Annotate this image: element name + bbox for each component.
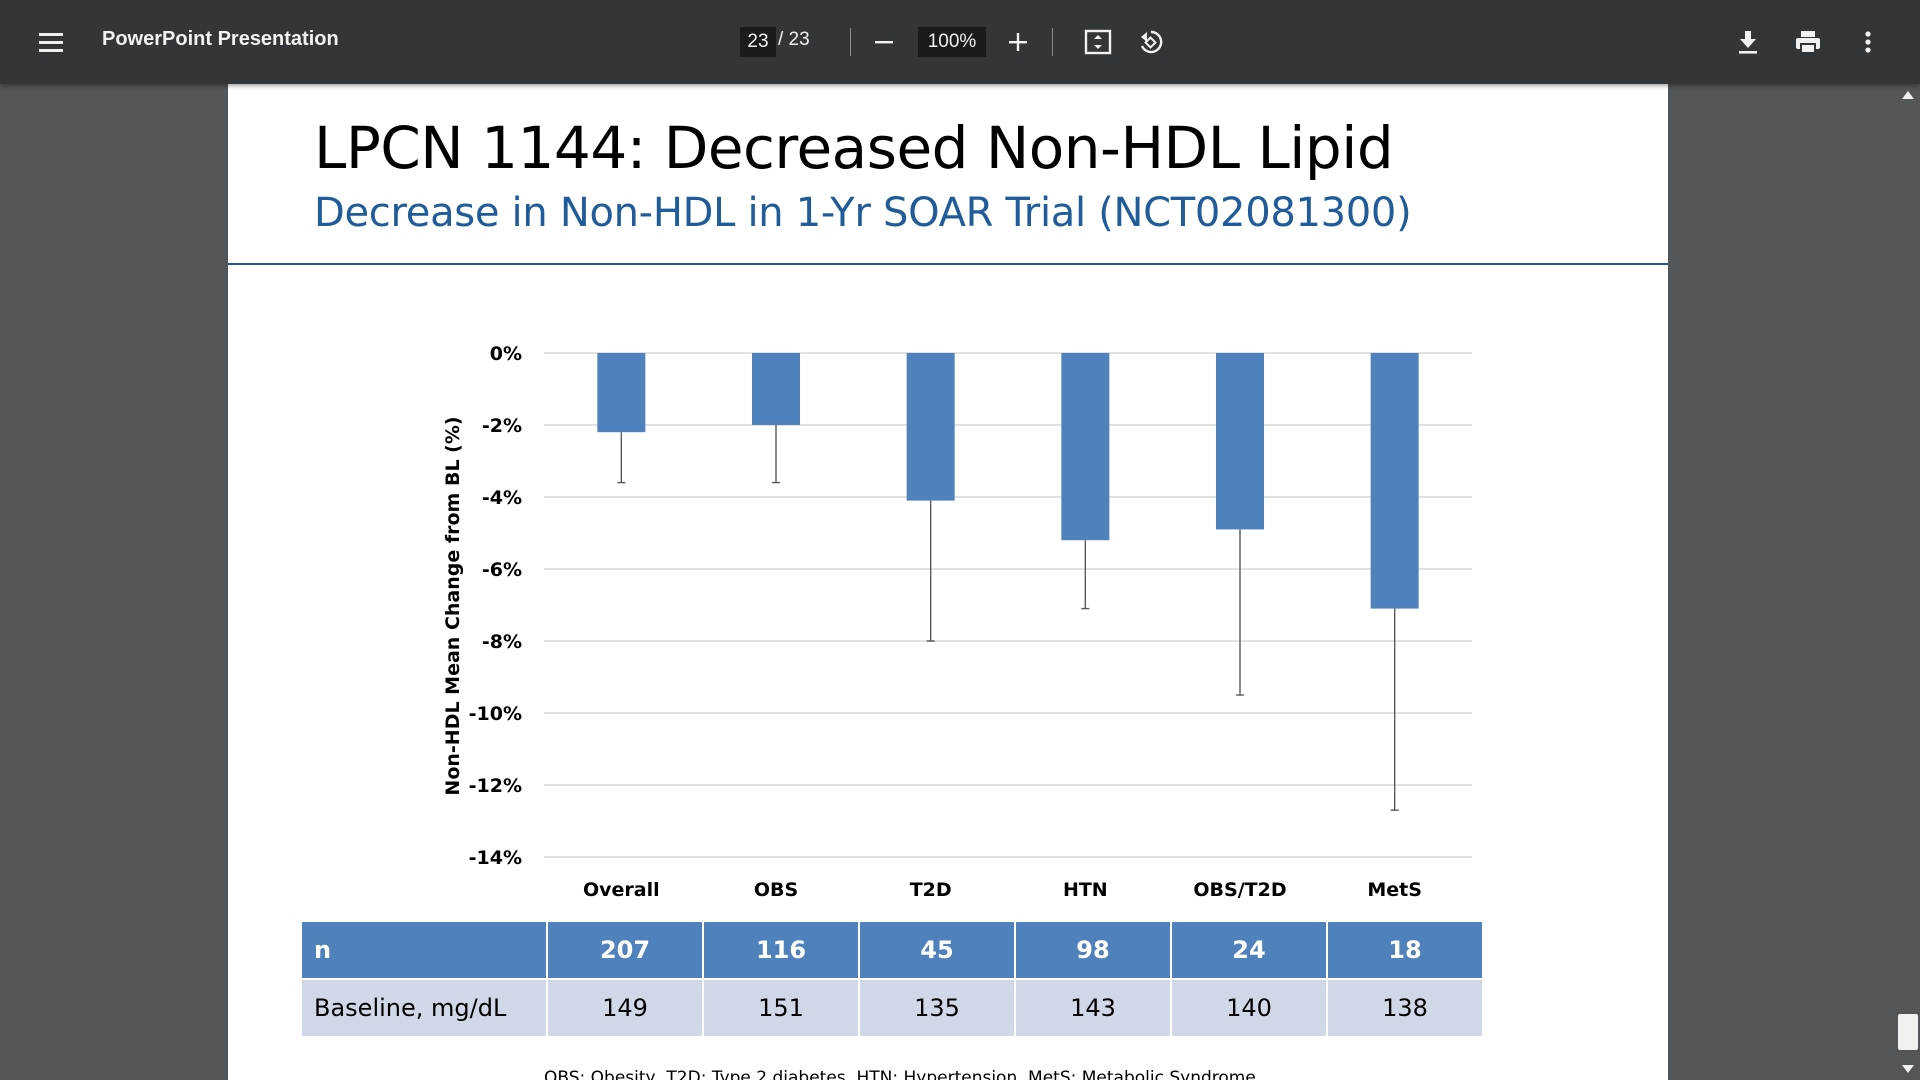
bar-4 <box>1216 353 1264 530</box>
plus-icon <box>1009 33 1027 51</box>
y-tick-label: -8% <box>482 631 522 653</box>
menu-icon[interactable] <box>30 22 70 62</box>
table-cell: 98 <box>1016 922 1170 978</box>
table-cell: 151 <box>704 980 858 1036</box>
table-row: n 207 116 45 98 24 18 <box>302 922 1482 978</box>
chart-bars <box>597 353 1419 609</box>
x-tick-label: Overall <box>583 879 660 901</box>
bar-0 <box>597 353 646 433</box>
zoom-input[interactable]: 100% <box>918 27 986 57</box>
table-row-label: Baseline, mg/dL <box>302 980 546 1036</box>
fit-page-icon <box>1084 29 1112 55</box>
slide-title: LPCN 1144: Decreased Non-HDL Lipid <box>314 114 1394 182</box>
chart-error-bars <box>617 425 1399 811</box>
x-tick-label: HTN <box>1063 879 1108 901</box>
title-divider <box>228 263 1668 265</box>
y-tick-label: -6% <box>482 559 522 581</box>
table-cell: 138 <box>1328 980 1482 1036</box>
x-tick-label: T2D <box>910 879 952 901</box>
y-tick-label: -2% <box>482 415 522 437</box>
scroll-up-icon[interactable] <box>1900 88 1916 102</box>
y-tick-label: -14% <box>469 847 522 869</box>
bar-2 <box>906 353 955 501</box>
download-icon <box>1739 31 1757 54</box>
download-button[interactable] <box>1726 20 1770 64</box>
rotate-button[interactable] <box>1129 20 1173 64</box>
table-cell: 45 <box>860 922 1014 978</box>
table-cell: 116 <box>704 922 858 978</box>
table-cell: 24 <box>1172 922 1326 978</box>
y-tick-label: -4% <box>482 487 522 509</box>
bar-3 <box>1061 353 1110 541</box>
fit-page-button[interactable] <box>1076 20 1120 64</box>
zoom-in-button[interactable] <box>996 20 1040 64</box>
zoom-out-button[interactable] <box>862 20 906 64</box>
table-row-label: n <box>302 922 546 978</box>
chart-y-axis-label: Non-HDL Mean Change from BL (%) <box>442 416 464 795</box>
slide-page: LPCN 1144: Decreased Non-HDL Lipid Decre… <box>228 84 1668 1080</box>
bar-1 <box>752 353 800 425</box>
table-cell: 143 <box>1016 980 1170 1036</box>
bar-chart: 0% -2% -4% -6% -8% -10% -12% -14% Overall OBS T2D… <box>442 343 1472 901</box>
chart-y-ticks: 0% -2% -4% -6% -8% -10% -12% -14% <box>469 343 522 869</box>
x-tick-label: OBS <box>754 879 798 901</box>
y-tick-label: -10% <box>469 703 522 725</box>
bar-5 <box>1370 353 1419 609</box>
summary-table: n 207 116 45 98 24 18 Baseline, mg/dL 149 151 135 1… <box>300 920 1484 1038</box>
print-icon <box>1796 31 1820 54</box>
toolbar-divider <box>1052 28 1053 56</box>
rotate-icon <box>1140 30 1163 54</box>
table-cell: 207 <box>548 922 702 978</box>
table-cell: 135 <box>860 980 1014 1036</box>
scroll-down-icon[interactable] <box>1900 1062 1916 1076</box>
minus-icon <box>875 41 893 44</box>
page-count: / 23 <box>778 29 810 50</box>
page-number-input[interactable]: 23 <box>740 27 776 57</box>
x-tick-label: OBS/T2D <box>1193 879 1286 901</box>
table-cell: 149 <box>548 980 702 1036</box>
table-cell: 18 <box>1328 922 1482 978</box>
print-button[interactable] <box>1786 20 1830 64</box>
y-tick-label: 0% <box>490 343 522 365</box>
slide-footnote: OBS: Obesity, T2D: Type 2 diabetes, HTN:… <box>544 1068 1256 1080</box>
scrollbar-thumb[interactable] <box>1898 1014 1918 1050</box>
chart-gridlines <box>544 352 1472 858</box>
toolbar-divider <box>850 28 851 56</box>
y-tick-label: -12% <box>469 775 522 797</box>
more-vert-icon <box>1865 31 1871 53</box>
chart-x-ticks: Overall OBS T2D HTN OBS/T2D MetS <box>583 879 1422 901</box>
table-cell: 140 <box>1172 980 1326 1036</box>
slide-subtitle: Decrease in Non-HDL in 1-Yr SOAR Trial (… <box>314 190 1412 236</box>
more-options-button[interactable] <box>1846 20 1890 64</box>
pdf-toolbar: PowerPoint Presentation 23 / 23 100% <box>0 0 1920 84</box>
document-title: PowerPoint Presentation <box>102 28 339 50</box>
x-tick-label: MetS <box>1367 879 1422 901</box>
scrollbar-track[interactable] <box>1896 84 1920 1080</box>
table-row: Baseline, mg/dL 149 151 135 143 140 138 <box>302 980 1482 1036</box>
